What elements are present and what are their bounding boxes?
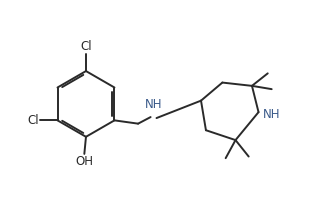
Text: Cl: Cl [28, 114, 39, 127]
Text: Cl: Cl [80, 40, 92, 53]
Text: NH: NH [145, 98, 163, 111]
Text: NH: NH [262, 108, 280, 121]
Text: OH: OH [75, 155, 93, 168]
